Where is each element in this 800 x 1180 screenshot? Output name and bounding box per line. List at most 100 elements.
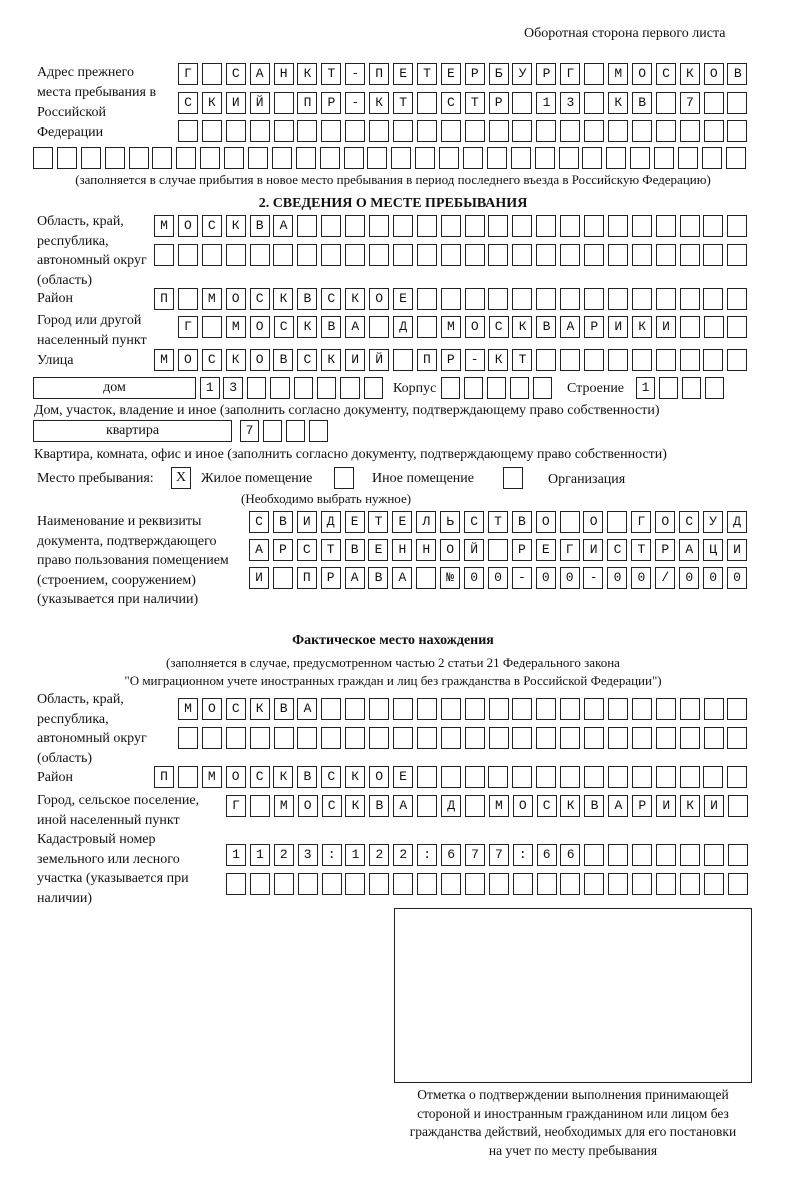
char-cell[interactable] bbox=[345, 244, 366, 266]
char-cell[interactable] bbox=[273, 727, 294, 749]
char-cell[interactable] bbox=[512, 63, 533, 85]
char-cell[interactable] bbox=[249, 844, 270, 866]
char-cell[interactable] bbox=[392, 244, 413, 266]
char-cell[interactable] bbox=[631, 727, 652, 749]
char-cell[interactable] bbox=[560, 288, 581, 310]
char-cell[interactable] bbox=[679, 727, 700, 749]
char-cell[interactable] bbox=[249, 766, 270, 788]
char-cell[interactable] bbox=[440, 567, 461, 589]
char-cell[interactable] bbox=[178, 120, 198, 142]
char-cell[interactable] bbox=[416, 698, 437, 720]
char-cell[interactable] bbox=[512, 844, 533, 866]
actual-region-row-2[interactable] bbox=[178, 727, 751, 749]
street-row[interactable]: МОСКОВСКИЙ ПР-КТ bbox=[154, 349, 751, 371]
char-cell[interactable] bbox=[440, 63, 461, 85]
char-cell[interactable] bbox=[536, 795, 557, 817]
char-cell[interactable] bbox=[703, 349, 724, 371]
char-cell[interactable] bbox=[393, 92, 414, 114]
char-cell[interactable] bbox=[654, 147, 675, 169]
char-cell[interactable] bbox=[584, 349, 605, 371]
char-cell[interactable] bbox=[584, 244, 605, 266]
char-cell[interactable] bbox=[297, 844, 318, 866]
char-cell[interactable] bbox=[607, 349, 628, 371]
char-cell[interactable] bbox=[440, 766, 461, 788]
char-cell[interactable] bbox=[225, 63, 246, 85]
previous-address-row-4[interactable] bbox=[33, 147, 750, 169]
char-cell[interactable] bbox=[345, 63, 366, 85]
char-cell[interactable] bbox=[297, 215, 318, 237]
char-cell[interactable] bbox=[270, 377, 290, 399]
char-cell[interactable] bbox=[416, 288, 437, 310]
char-cell[interactable] bbox=[510, 147, 531, 169]
char-cell[interactable] bbox=[512, 92, 533, 114]
char-cell[interactable] bbox=[271, 147, 292, 169]
char-cell[interactable] bbox=[285, 420, 305, 442]
char-cell[interactable] bbox=[656, 795, 677, 817]
char-cell[interactable] bbox=[369, 63, 390, 85]
char-cell[interactable] bbox=[632, 873, 653, 895]
char-cell[interactable] bbox=[369, 795, 390, 817]
char-cell[interactable] bbox=[392, 539, 413, 561]
char-cell[interactable] bbox=[655, 567, 676, 589]
char-cell[interactable] bbox=[369, 873, 390, 895]
char-cell[interactable] bbox=[321, 316, 342, 338]
cadastral-row-2[interactable] bbox=[226, 873, 752, 895]
char-cell[interactable] bbox=[631, 316, 652, 338]
char-cell[interactable] bbox=[703, 873, 724, 895]
char-cell[interactable] bbox=[319, 147, 340, 169]
char-cell[interactable] bbox=[295, 147, 316, 169]
char-cell[interactable] bbox=[725, 147, 746, 169]
char-cell[interactable] bbox=[584, 795, 605, 817]
char-cell[interactable] bbox=[297, 316, 318, 338]
char-cell[interactable] bbox=[343, 147, 364, 169]
char-cell[interactable] bbox=[249, 215, 270, 237]
city-row[interactable]: Г МОСКВА Д МОСКВАРИКИ bbox=[178, 316, 751, 338]
char-cell[interactable] bbox=[249, 316, 270, 338]
char-cell[interactable] bbox=[488, 727, 509, 749]
char-cell[interactable] bbox=[224, 147, 245, 169]
char-cell[interactable] bbox=[511, 567, 532, 589]
char-cell[interactable] bbox=[607, 539, 628, 561]
char-cell[interactable] bbox=[201, 698, 222, 720]
char-cell[interactable] bbox=[321, 288, 342, 310]
char-cell[interactable] bbox=[321, 844, 342, 866]
char-cell[interactable] bbox=[727, 92, 748, 114]
char-cell[interactable] bbox=[345, 698, 366, 720]
char-cell[interactable] bbox=[393, 844, 414, 866]
char-cell[interactable] bbox=[679, 349, 700, 371]
char-cell[interactable] bbox=[416, 567, 437, 589]
char-cell[interactable] bbox=[393, 698, 414, 720]
char-cell[interactable] bbox=[655, 120, 676, 142]
char-cell[interactable] bbox=[369, 244, 390, 266]
char-cell[interactable] bbox=[296, 539, 317, 561]
char-cell[interactable] bbox=[345, 316, 366, 338]
char-cell[interactable] bbox=[488, 63, 509, 85]
char-cell[interactable] bbox=[560, 873, 581, 895]
char-cell[interactable] bbox=[417, 844, 438, 866]
char-cell[interactable] bbox=[225, 120, 246, 142]
char-cell[interactable] bbox=[559, 511, 580, 533]
char-cell[interactable] bbox=[273, 215, 294, 237]
char-cell[interactable] bbox=[201, 244, 222, 266]
char-cell[interactable] bbox=[702, 567, 723, 589]
char-cell[interactable] bbox=[726, 539, 747, 561]
char-cell[interactable] bbox=[321, 63, 342, 85]
char-cell[interactable] bbox=[656, 844, 677, 866]
char-cell[interactable] bbox=[297, 92, 318, 114]
char-cell[interactable] bbox=[416, 766, 437, 788]
char-cell[interactable] bbox=[441, 377, 460, 399]
char-cell[interactable] bbox=[703, 120, 724, 142]
actual-city-row[interactable]: Г МОСКВА Д МОСКВАРИКИ bbox=[226, 795, 752, 817]
char-cell[interactable] bbox=[154, 288, 174, 310]
char-cell[interactable] bbox=[393, 120, 414, 142]
char-cell[interactable] bbox=[321, 349, 342, 371]
char-cell[interactable] bbox=[226, 795, 246, 817]
char-cell[interactable] bbox=[536, 873, 557, 895]
char-cell[interactable] bbox=[727, 727, 748, 749]
korpus-row[interactable] bbox=[441, 377, 555, 399]
char-cell[interactable] bbox=[273, 795, 294, 817]
char-cell[interactable] bbox=[512, 873, 533, 895]
char-cell[interactable] bbox=[104, 147, 125, 169]
char-cell[interactable] bbox=[487, 511, 508, 533]
char-cell[interactable] bbox=[631, 766, 652, 788]
